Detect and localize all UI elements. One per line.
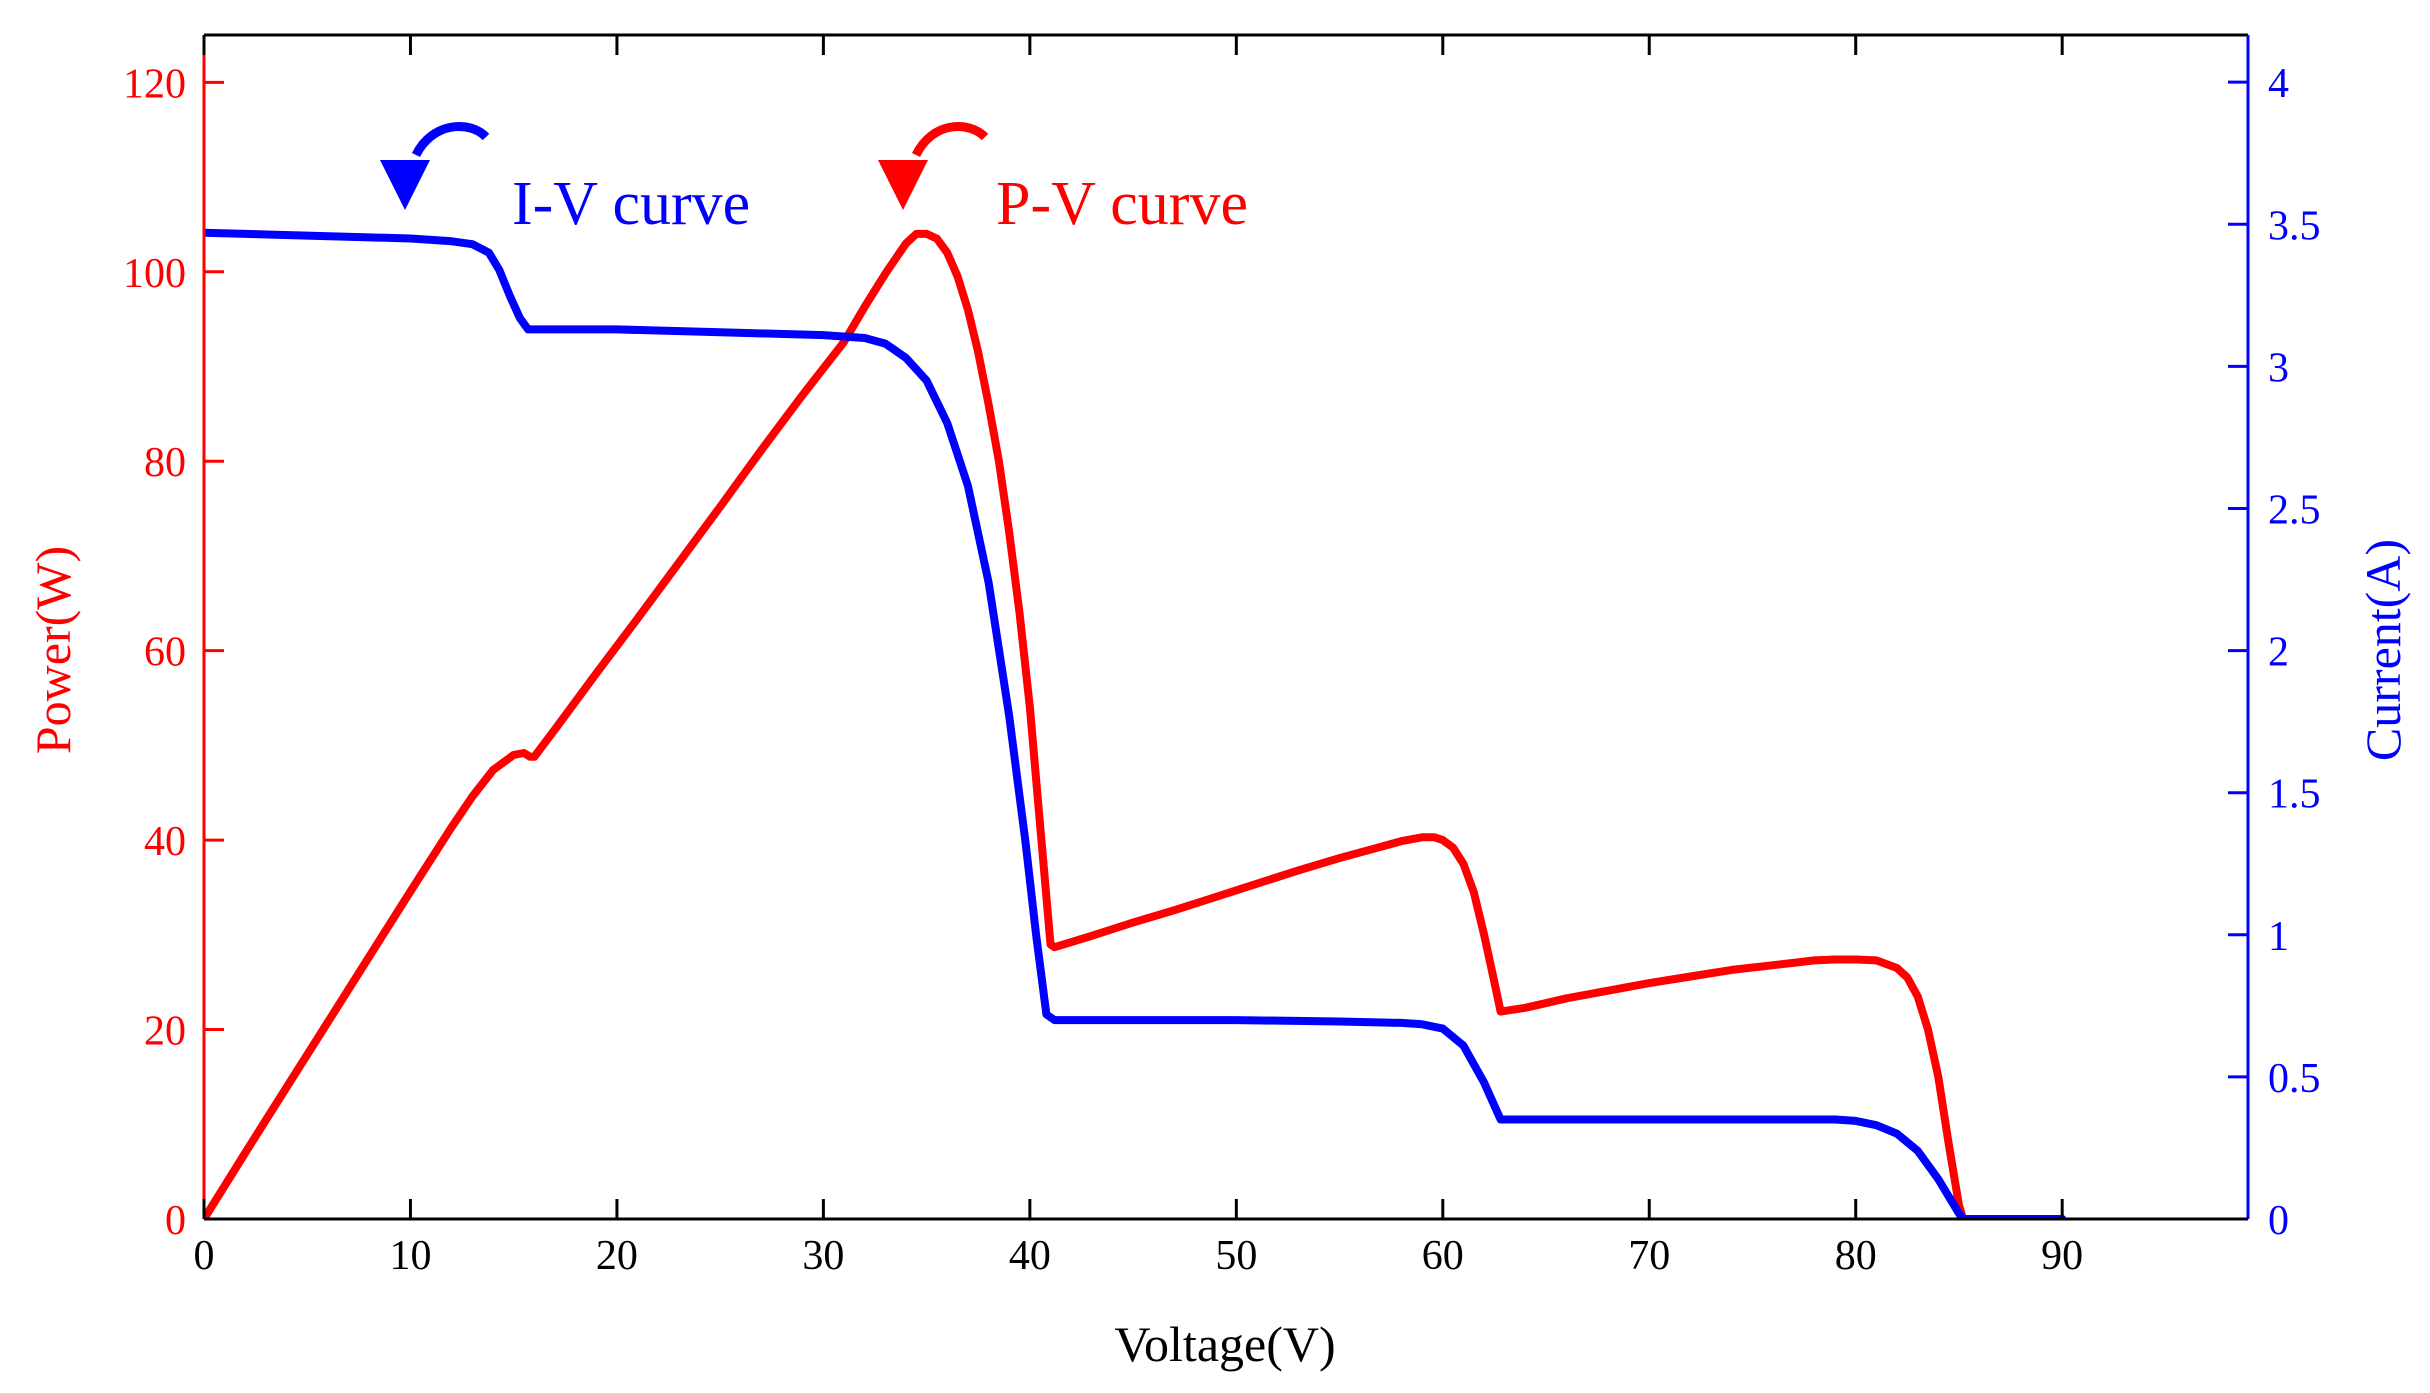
right-tick-label: 1.5 <box>2268 772 2321 818</box>
pv-curve-label: P-V curve <box>996 170 1248 238</box>
x-tick-label: 30 <box>802 1233 844 1279</box>
right-tick-label: 1 <box>2268 914 2289 960</box>
left-tick-label: 100 <box>123 251 186 297</box>
left-tick-label: 120 <box>123 61 186 107</box>
left-axis: 0 20 40 60 80 100 120 <box>123 35 224 1244</box>
x-tick-label: 90 <box>2041 1233 2083 1279</box>
pv-arrowhead-icon <box>878 160 928 210</box>
right-axis-title: Current(A) <box>2355 539 2411 761</box>
x-tick-label: 60 <box>1422 1233 1464 1279</box>
left-tick-label: 20 <box>144 1009 186 1055</box>
x-tick-label: 10 <box>389 1233 431 1279</box>
iv-arrow-icon <box>411 122 490 158</box>
iv-annotation: I-V curve <box>380 122 750 238</box>
left-tick-label: 80 <box>144 440 186 486</box>
right-tick-label: 0.5 <box>2268 1056 2321 1102</box>
iv-curve-label: I-V curve <box>512 170 750 238</box>
right-tick-label: 2.5 <box>2268 487 2321 533</box>
x-tick-label: 70 <box>1628 1233 1670 1279</box>
x-axis-title: Voltage(V) <box>1114 1316 1335 1372</box>
right-tick-label: 3 <box>2268 345 2289 391</box>
x-tick-label: 40 <box>1009 1233 1051 1279</box>
right-tick-label: 0 <box>2268 1198 2289 1244</box>
pv-curve-line <box>204 229 2067 1219</box>
x-tick-label: 50 <box>1215 1233 1257 1279</box>
iv-curve-line <box>204 228 2067 1219</box>
left-tick-label: 0 <box>165 1198 186 1244</box>
x-axis: 0 10 20 30 40 50 60 70 80 90 <box>194 35 2248 1279</box>
pv-arrow-icon <box>911 122 989 158</box>
left-tick-label: 40 <box>144 819 186 865</box>
x-tick-label: 80 <box>1835 1233 1877 1279</box>
pv-annotation: P-V curve <box>878 122 1248 238</box>
right-tick-label: 2 <box>2268 630 2289 676</box>
x-tick-label: 20 <box>596 1233 638 1279</box>
right-tick-label: 4 <box>2268 61 2289 107</box>
series-layer <box>204 228 2067 1219</box>
x-tick-label: 0 <box>194 1233 215 1279</box>
iv-arrowhead-icon <box>380 160 430 210</box>
left-axis-title: Power(W) <box>25 546 81 754</box>
left-tick-label: 60 <box>144 630 186 676</box>
right-axis: 0 0.5 1 1.5 2 2.5 3 3.5 4 <box>2228 35 2321 1244</box>
right-tick-label: 3.5 <box>2268 203 2321 249</box>
